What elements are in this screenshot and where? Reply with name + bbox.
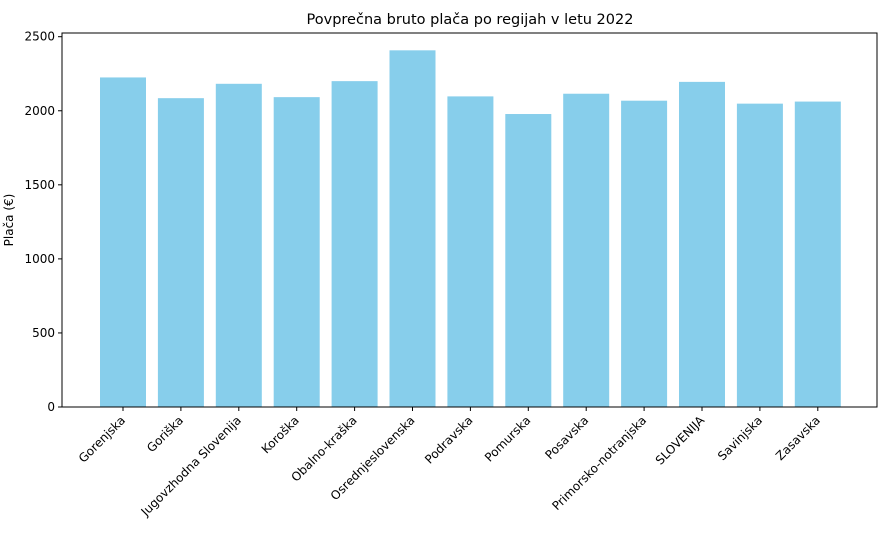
x-tick-label: Savinjska xyxy=(715,413,765,463)
bar xyxy=(447,96,494,407)
bar xyxy=(331,81,378,407)
bar xyxy=(389,50,436,407)
bar xyxy=(100,77,146,407)
y-axis-label: Plača (€) xyxy=(2,194,16,247)
bar xyxy=(679,81,725,407)
x-tick-label: Primorsko-notranjska xyxy=(549,413,649,513)
bar xyxy=(563,93,610,407)
plot-frame xyxy=(61,32,878,408)
x-tick-label: Jugovzhodna Slovenija xyxy=(138,413,244,519)
x-tick-label: SLOVENIJA xyxy=(653,413,708,468)
bar xyxy=(273,97,320,407)
bar xyxy=(157,98,204,408)
y-tick-label: 1500 xyxy=(24,178,55,192)
x-tick-label: Pomurska xyxy=(482,413,533,464)
x-tick-label: Zasavska xyxy=(773,413,823,463)
y-tick-label: 1000 xyxy=(24,252,55,266)
bar xyxy=(794,101,841,407)
x-tick-label: Goriška xyxy=(144,413,186,455)
bar xyxy=(505,114,552,408)
y-tick-label: 0 xyxy=(47,400,55,414)
x-tick-label: Gorenjska xyxy=(76,413,128,465)
x-tick-label: Posavska xyxy=(542,413,591,462)
x-tick-label: Podravska xyxy=(422,413,475,466)
bar xyxy=(215,83,262,408)
y-axis: 0 500 1000 1500 2000 2500 xyxy=(24,30,62,414)
chart-title: Povprečna bruto plača po regijah v letu … xyxy=(307,12,634,28)
y-tick-label: 2500 xyxy=(24,30,55,44)
y-tick-label: 500 xyxy=(32,326,55,340)
bar xyxy=(621,100,668,407)
x-tick-label: Koroška xyxy=(259,413,302,456)
y-tick-label: 2000 xyxy=(24,104,55,118)
bar xyxy=(736,103,783,408)
bars-group xyxy=(100,50,841,408)
